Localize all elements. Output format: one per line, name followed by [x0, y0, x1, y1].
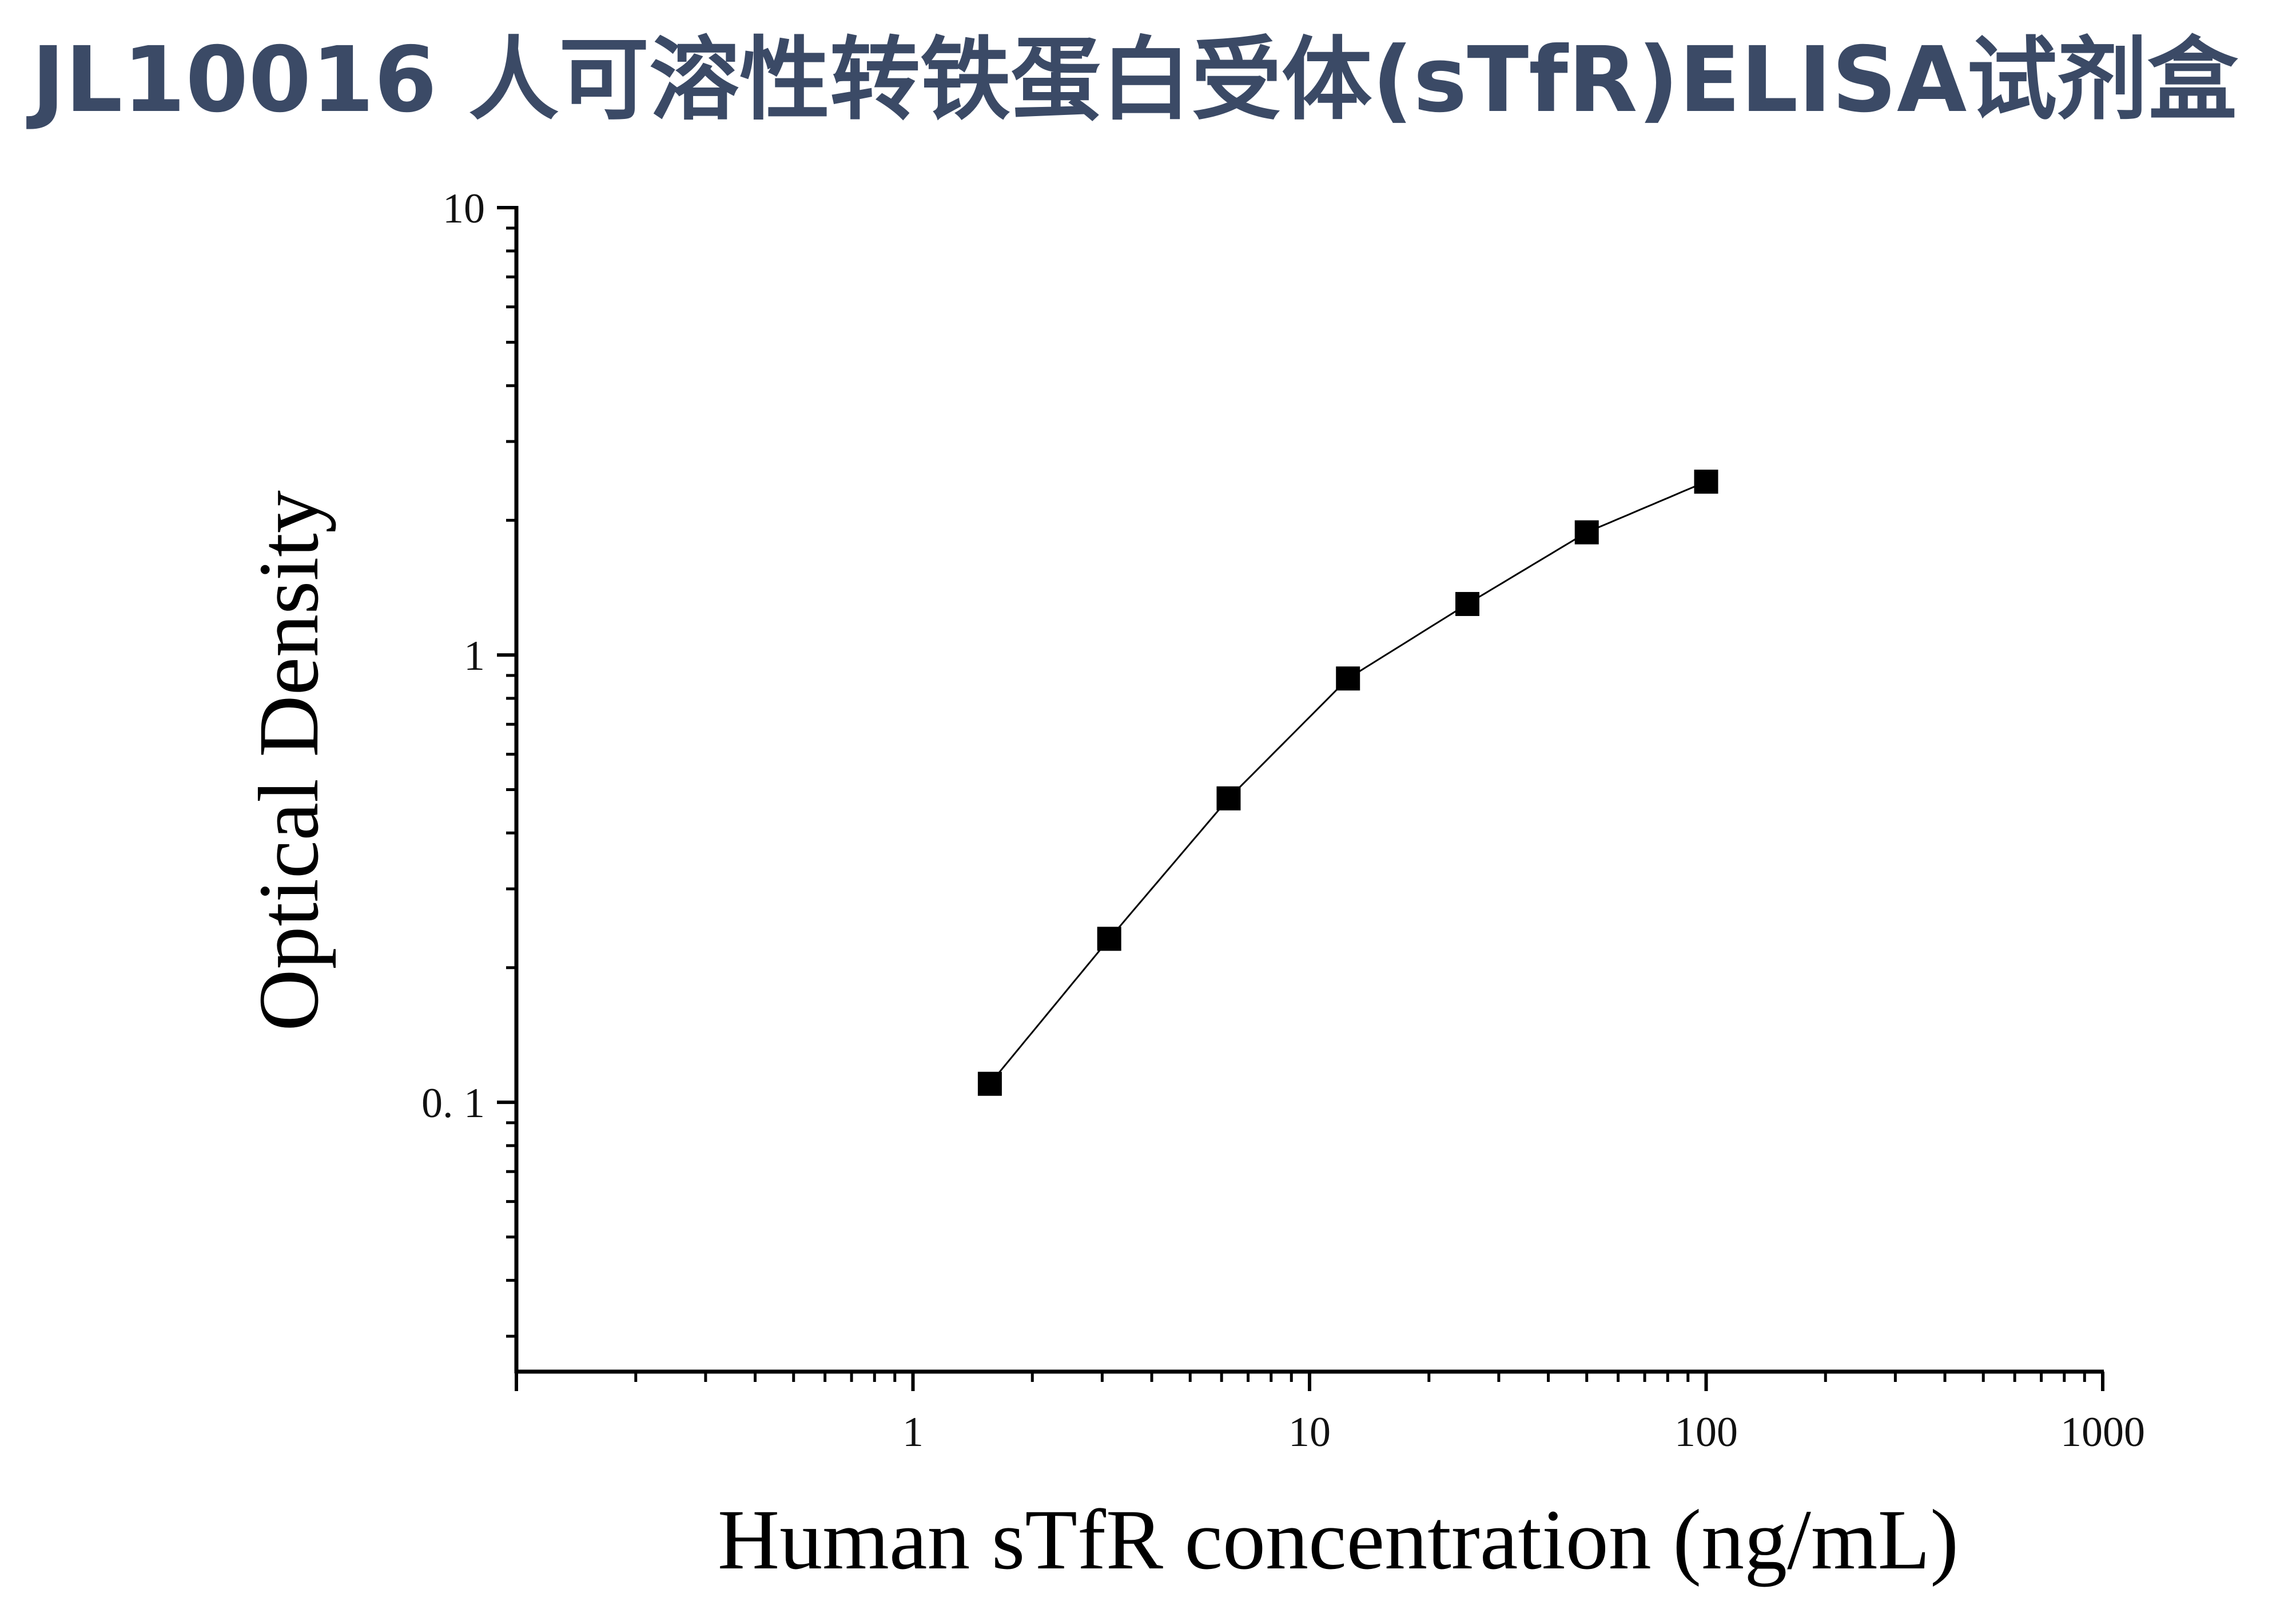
x-axis-title: Human sTfR concentration (ng/mL)	[718, 1492, 1959, 1587]
fit-curve	[989, 480, 1707, 1084]
data-point	[1574, 520, 1599, 545]
page-title: JL10016 人可溶性转铁蛋白受体(sTfR)ELISA试剂盒	[31, 27, 2238, 133]
data-point	[1336, 666, 1360, 691]
y-tick-label: 0. 1	[421, 1080, 485, 1127]
data-point	[1216, 786, 1241, 811]
x-tick-label: 1000	[2060, 1409, 2145, 1456]
data-point	[977, 1071, 1002, 1096]
data-point	[1455, 591, 1479, 616]
fit-curve-layer	[989, 480, 1707, 1084]
axes-layer	[497, 206, 2104, 1391]
data-points-layer	[977, 470, 1718, 1096]
data-point	[1694, 470, 1718, 494]
x-tick-label: 10	[1288, 1409, 1331, 1456]
y-tick-label: 10	[443, 185, 485, 232]
y-axis-title: Optical Density	[241, 490, 336, 1031]
x-tick-label: 100	[1674, 1409, 1738, 1456]
y-tick-label: 1	[464, 633, 485, 680]
tick-labels-layer: 1 10 100 1000 0. 1 1 10	[421, 185, 2145, 1456]
x-tick-label: 1	[902, 1409, 924, 1456]
data-point	[1097, 927, 1121, 951]
